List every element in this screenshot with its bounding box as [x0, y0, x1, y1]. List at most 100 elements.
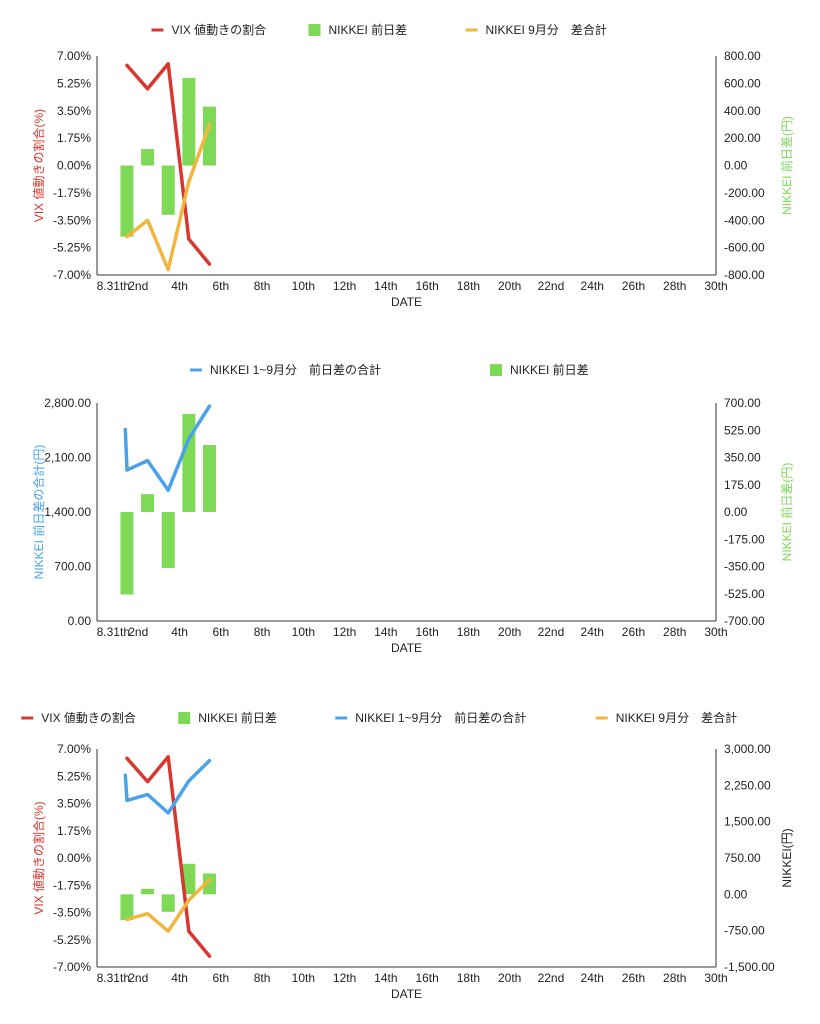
legend-label: VIX 値動きの割合 [172, 22, 267, 37]
y-right-tick-label: 2,250.00 [724, 778, 771, 792]
x-tick-label: 14th [374, 625, 397, 639]
legend-item: VIX 値動きの割合 [151, 22, 267, 37]
x-axis-title: DATE [391, 641, 422, 655]
legend-label: VIX 値動きの割合 [41, 710, 136, 725]
bar [141, 888, 155, 895]
y-right-tick-label: 0.00 [724, 505, 748, 519]
y-left-tick-label: 0.00% [57, 851, 91, 865]
x-tick-label: 28th [663, 279, 686, 293]
legend-label: NIKKEI 9月分 差合計 [616, 710, 737, 725]
x-tick-label: 8th [254, 625, 271, 639]
y-left-tick-label: -1.75% [53, 186, 91, 200]
series-line [125, 62, 212, 266]
x-tick-label: 2nd [128, 971, 148, 985]
legend-item: NIKKEI 1~9月分 前日差の合計 [335, 710, 526, 725]
bar [182, 413, 196, 512]
legend-item: NIKKEI 前日差 [308, 22, 408, 37]
series-bars [120, 413, 216, 595]
series-line [123, 404, 212, 492]
x-tick-label: 12th [333, 279, 356, 293]
y-left-tick-label: 0.00% [57, 159, 91, 173]
x-tick-label: 22nd [538, 971, 565, 985]
y-left-tick-label: -5.25% [53, 933, 91, 947]
y-left-tick-label: 2,800.00 [44, 396, 91, 410]
y-right-tick-label: 3,000.00 [724, 742, 771, 756]
x-tick-label: 26th [622, 279, 645, 293]
legend-label: NIKKEI 9月分 差合計 [486, 22, 607, 37]
y-left-tick-label: -1.75% [53, 878, 91, 892]
y-left-tick-label: 700.00 [54, 560, 91, 574]
y-right-tick-label: 350.00 [724, 451, 761, 465]
y-left-tick-label: -5.25% [53, 241, 91, 255]
y-left-tick-label: -3.50% [53, 213, 91, 227]
bar [202, 445, 216, 512]
x-tick-label: 24th [581, 625, 604, 639]
x-tick-label: 18th [457, 279, 480, 293]
x-tick-label: 22nd [538, 625, 565, 639]
x-tick-label: 8.31th [97, 279, 130, 293]
y-left-axis-title: VIX 値動きの割合(%) [31, 109, 46, 222]
x-tick-label: 8.31th [97, 971, 130, 985]
legend-swatch-bar [308, 24, 321, 36]
y-left-tick-label: 3.50% [57, 104, 91, 118]
x-tick-label: 20th [498, 971, 521, 985]
x-tick-label: 14th [374, 279, 397, 293]
x-tick-label: 4th [171, 971, 188, 985]
bar [120, 165, 134, 237]
y-left-axis-title: VIX 値動きの割合(%) [31, 801, 46, 914]
x-tick-label: 6th [212, 279, 229, 293]
x-tick-label: 8th [254, 971, 271, 985]
bar [182, 863, 196, 895]
x-tick-label: 30th [704, 279, 727, 293]
x-tick-label: 6th [212, 625, 229, 639]
legend-swatch-bar [490, 364, 502, 376]
y-right-tick-label: 750.00 [724, 851, 761, 865]
bar [161, 894, 175, 912]
x-tick-label: 26th [622, 971, 645, 985]
x-tick-label: 30th [704, 971, 727, 985]
x-tick-label: 18th [457, 625, 480, 639]
series-line [125, 122, 212, 272]
legend-label: NIKKEI 前日差 [329, 22, 408, 37]
y-right-tick-label: 0.00 [724, 887, 748, 901]
chart-2: NIKKEI 1~9月分 前日差の合計 NIKKEI 前日差 2,800.00 2,1… [31, 362, 794, 655]
y-right-tick-label: -800.00 [724, 268, 765, 282]
x-tick-label: 6th [212, 971, 229, 985]
x-tick-label: 4th [171, 279, 188, 293]
y-right-tick-label: -200.00 [724, 186, 765, 200]
x-tick-label: 10th [292, 625, 315, 639]
x-tick-label: 8th [254, 279, 271, 293]
x-tick-label: 26th [622, 625, 645, 639]
legend-item: NIKKEI 9月分 差合計 [595, 710, 737, 725]
x-axis-title: DATE [391, 295, 422, 309]
y-right-tick-label: 200.00 [724, 131, 761, 145]
y-right-tick-label: -400.00 [724, 213, 765, 227]
x-tick-label: 28th [663, 971, 686, 985]
x-axis-title: DATE [391, 987, 422, 1001]
y-right-tick-label: 1,500.00 [724, 815, 771, 829]
x-tick-label: 28th [663, 625, 686, 639]
legend-item: NIKKEI 前日差 [490, 362, 589, 377]
y-right-tick-label: 400.00 [724, 104, 761, 118]
y-right-axis-title: NIKKEI(円) [780, 828, 794, 887]
y-left-tick-label: -7.00% [53, 960, 91, 974]
bar [202, 873, 216, 895]
x-tick-label: 20th [498, 279, 521, 293]
y-left-tick-label: 2,100.00 [44, 451, 91, 465]
series-bars [120, 77, 216, 237]
legend-label: NIKKEI 前日差 [198, 710, 277, 725]
legend-label: NIKKEI 1~9月分 前日差の合計 [355, 710, 526, 725]
y-left-tick-label: 1,400.00 [44, 505, 91, 519]
y-left-tick-label: 5.25% [57, 769, 91, 783]
y-left-tick-label: 7.00% [57, 49, 91, 63]
y-right-tick-label: 800.00 [724, 49, 761, 63]
legend-label: NIKKEI 前日差 [510, 362, 589, 377]
x-tick-label: 10th [292, 971, 315, 985]
y-left-tick-label: 7.00% [57, 742, 91, 756]
legend-swatch-bar [178, 712, 191, 724]
x-tick-label: 22nd [538, 279, 565, 293]
legend: NIKKEI 1~9月分 前日差の合計 NIKKEI 前日差 [190, 362, 589, 377]
y-left-tick-label: 3.50% [57, 797, 91, 811]
x-tick-label: 8.31th [97, 625, 130, 639]
y-right-tick-label: 175.00 [724, 478, 761, 492]
